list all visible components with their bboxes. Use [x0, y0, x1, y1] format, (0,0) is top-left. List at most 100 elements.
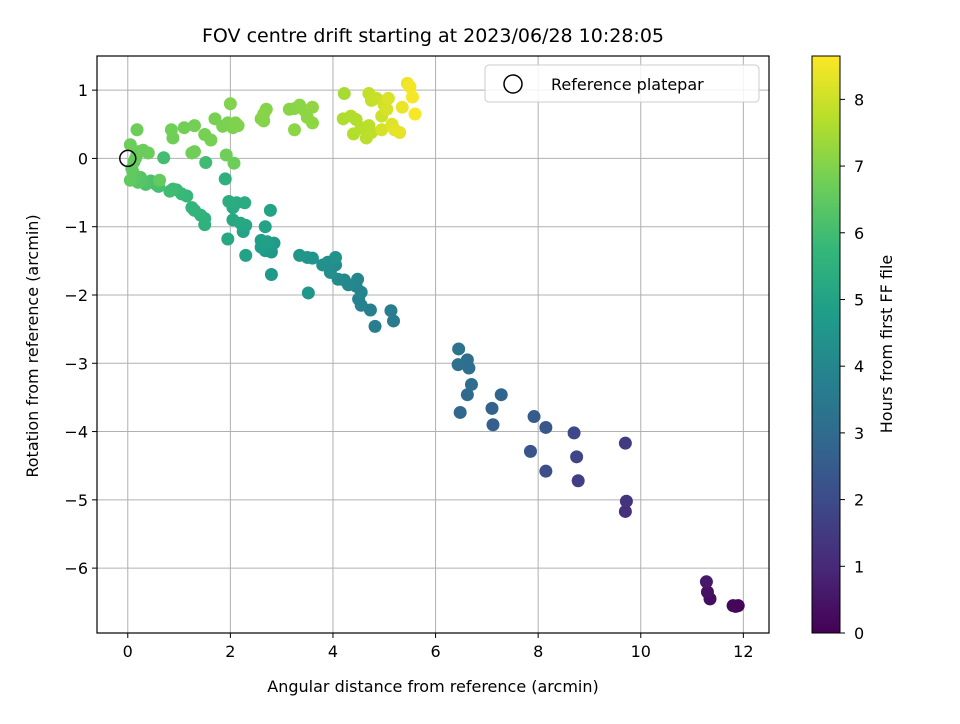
data-point	[337, 87, 351, 101]
data-point	[451, 358, 465, 372]
data-point	[726, 599, 740, 613]
data-point	[293, 248, 307, 262]
data-point	[619, 494, 633, 508]
legend-box	[484, 64, 760, 103]
data-point	[153, 173, 167, 187]
data-points	[123, 76, 745, 613]
y-tick-label: −5	[64, 491, 88, 510]
data-point	[218, 172, 232, 186]
data-point	[571, 474, 585, 488]
data-point	[204, 133, 218, 147]
data-point	[257, 107, 271, 121]
colorbar	[811, 55, 841, 634]
colorbar-tick-label: 5	[854, 290, 864, 309]
y-tick-label: −6	[64, 559, 88, 578]
data-point	[567, 426, 581, 440]
data-point	[375, 123, 389, 137]
data-point	[387, 314, 401, 328]
data-point	[364, 125, 378, 139]
data-point	[123, 138, 137, 152]
data-point	[305, 116, 319, 130]
data-point	[231, 119, 245, 133]
data-point	[264, 268, 278, 282]
data-point	[226, 213, 240, 227]
data-point	[258, 220, 272, 234]
data-point	[485, 401, 499, 415]
data-point	[263, 203, 277, 217]
legend-marker-icon	[503, 74, 523, 94]
colorbar-tick-label: 1	[854, 557, 864, 576]
data-point	[221, 232, 235, 246]
colorbar-tick-label: 4	[854, 357, 864, 376]
data-point	[329, 250, 343, 264]
data-point	[699, 575, 713, 589]
y-tick-label: 1	[78, 81, 88, 100]
data-point	[187, 119, 201, 133]
data-point	[301, 286, 315, 300]
data-point	[523, 444, 537, 458]
x-tick-label: 8	[533, 642, 543, 661]
x-tick-label: 2	[225, 642, 235, 661]
x-tick-label: 12	[733, 642, 753, 661]
y-axis-ticks: 1 0 −1 −2 −3 −4 −5 −6	[64, 81, 97, 578]
colorbar-tick-label: 0	[854, 624, 864, 643]
x-tick-label: 10	[631, 642, 651, 661]
data-point	[452, 342, 466, 356]
data-point	[381, 91, 395, 105]
data-point	[163, 184, 177, 198]
data-point	[316, 258, 330, 272]
x-tick-label: 0	[123, 642, 133, 661]
data-point	[305, 100, 319, 114]
data-point	[187, 145, 201, 159]
data-point	[453, 405, 467, 419]
data-point	[403, 80, 417, 94]
data-point	[199, 156, 213, 170]
colorbar-tick-label: 3	[854, 424, 864, 443]
data-point	[395, 100, 409, 114]
data-point	[700, 585, 714, 599]
y-tick-label: −3	[64, 354, 88, 373]
data-point	[239, 248, 253, 262]
colorbar-tick-label: 7	[854, 157, 864, 176]
data-point	[164, 123, 178, 137]
data-point	[539, 420, 553, 434]
data-point	[393, 125, 407, 139]
data-point	[157, 151, 171, 165]
legend: Reference platepar	[484, 64, 760, 103]
data-point	[486, 418, 500, 432]
y-axis-label: Rotation from reference (arcmin)	[23, 214, 42, 477]
data-point	[408, 107, 422, 121]
reference-point	[119, 149, 137, 168]
data-point	[260, 235, 274, 249]
x-tick-label: 6	[430, 642, 440, 661]
y-tick-label: −4	[64, 423, 88, 442]
colorbar-tick-label: 6	[854, 224, 864, 243]
data-point	[219, 148, 233, 162]
data-point	[185, 201, 199, 215]
data-point	[177, 121, 191, 135]
data-point	[123, 173, 137, 187]
x-tick-label: 4	[328, 642, 338, 661]
data-point	[141, 146, 155, 160]
data-point	[618, 436, 632, 450]
colorbar-tick-label: 8	[854, 90, 864, 109]
data-point	[287, 123, 301, 137]
data-point	[380, 102, 394, 116]
plot-frame	[96, 55, 770, 634]
data-point	[539, 464, 553, 478]
data-point	[618, 504, 632, 518]
data-point	[130, 123, 144, 137]
x-axis-label: Angular distance from reference (arcmin)	[267, 677, 598, 696]
data-point	[368, 319, 382, 333]
data-point	[464, 377, 478, 391]
reference-marker	[119, 149, 137, 168]
data-point	[227, 156, 241, 170]
colorbar-ticks: 0 1 2 3 4 5 6 7 8	[840, 90, 864, 643]
colorbar-label: Hours from first FF file	[877, 255, 896, 434]
data-point	[494, 388, 508, 402]
x-axis-ticks: 0 2 4 6 8 10 12	[123, 633, 754, 661]
data-point	[223, 97, 237, 111]
data-point	[527, 410, 541, 424]
